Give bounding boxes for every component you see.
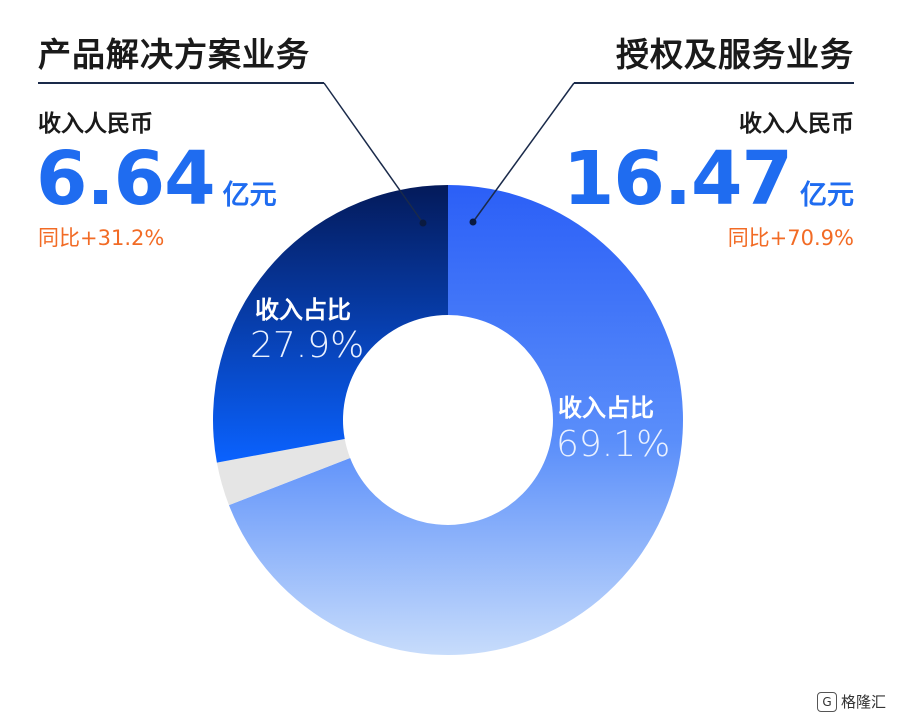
other-slice xyxy=(216,439,351,506)
product-share-label: 收入占比 xyxy=(255,296,351,324)
product-revenue-unit: 亿元 xyxy=(222,180,277,211)
product-revenue-label: 收入人民币 xyxy=(38,111,153,137)
callout-dot-license xyxy=(469,218,477,226)
callout-line-product xyxy=(323,82,424,224)
callout-line-license xyxy=(472,82,575,223)
license-divider xyxy=(574,82,854,84)
license-segment-title: 授权及服务业务 xyxy=(616,35,854,74)
license-share-label: 收入占比 xyxy=(558,394,654,422)
product-segment-title: 产品解决方案业务 xyxy=(38,35,310,74)
license-revenue-number: 16.47 xyxy=(562,136,793,222)
license-revenue-value: 16.47 亿元 xyxy=(563,136,854,222)
watermark-logo-icon: G xyxy=(816,691,837,712)
license-revenue-label: 收入人民币 xyxy=(739,111,854,137)
watermark: G 格隆汇 xyxy=(816,691,886,712)
product-divider xyxy=(38,82,324,84)
license-revenue-unit: 亿元 xyxy=(800,180,854,211)
product-slice xyxy=(213,185,448,463)
license-share-pct: 69.1% xyxy=(556,424,671,465)
product-share-pct: 27.9% xyxy=(250,325,365,366)
callout-dot-product xyxy=(419,219,427,227)
product-growth: 同比+31.2% xyxy=(38,226,165,250)
watermark-text: 格隆汇 xyxy=(840,693,886,711)
license-slice xyxy=(228,185,683,656)
license-growth: 同比+70.9% xyxy=(727,226,854,250)
product-revenue-value: 6.64 亿元 xyxy=(36,136,277,222)
product-revenue-number: 6.64 xyxy=(36,136,216,222)
